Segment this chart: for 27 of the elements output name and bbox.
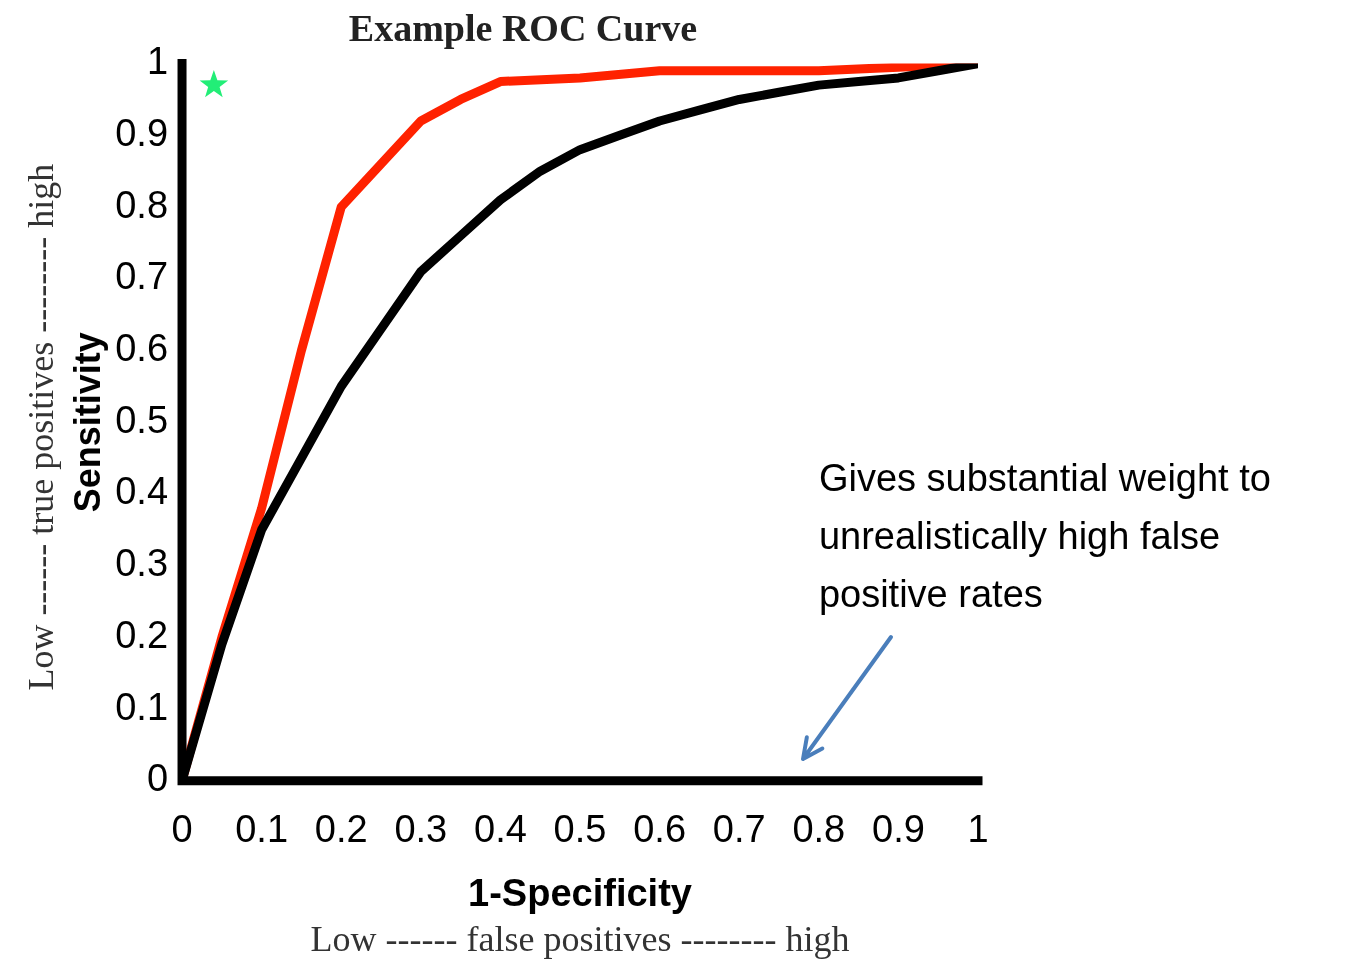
x-tick-label: 0.4: [474, 808, 527, 851]
text: Low ------ true positives -------- high: [21, 163, 62, 691]
y-tick-label: 0.2: [115, 613, 169, 656]
x-tick-label: 0.7: [712, 808, 766, 851]
x-tick-label: 1: [967, 808, 989, 851]
x-axis-title: 1-Specificity: [468, 871, 692, 914]
x-tick-label: 0.3: [394, 808, 448, 851]
x-tick-label: 0.9: [871, 808, 925, 851]
y-axis-title: Sensitivity: [66, 332, 108, 513]
text: Low ------ false positives -------- high: [310, 919, 850, 960]
y-tick-label: 0.8: [115, 183, 169, 226]
y-tick-label: 0.6: [115, 326, 169, 369]
annotation: Gives substantial weight to unrealistically high false positive rates: [818, 457, 1271, 616]
y-tick-label: 0: [146, 757, 169, 800]
x-tick-label: 0.6: [633, 808, 687, 851]
y-tick-label: 0.7: [115, 255, 169, 298]
x-tick-label: 0.8: [792, 808, 846, 851]
x-tick-label: 0.1: [235, 808, 289, 851]
y-tick-label: 0.1: [115, 685, 169, 728]
y-tick-label: 1: [146, 40, 169, 83]
x-tick-label: 0.5: [553, 808, 607, 851]
y-tick-label: 0.4: [115, 470, 169, 513]
y-tick-label: 0.5: [115, 398, 169, 441]
x-tick-label: 0.2: [314, 808, 368, 851]
y-tick-label: 0.9: [115, 111, 169, 154]
y-tick-label: 0.3: [115, 542, 169, 585]
chart-title: Example ROC Curve: [348, 6, 698, 49]
